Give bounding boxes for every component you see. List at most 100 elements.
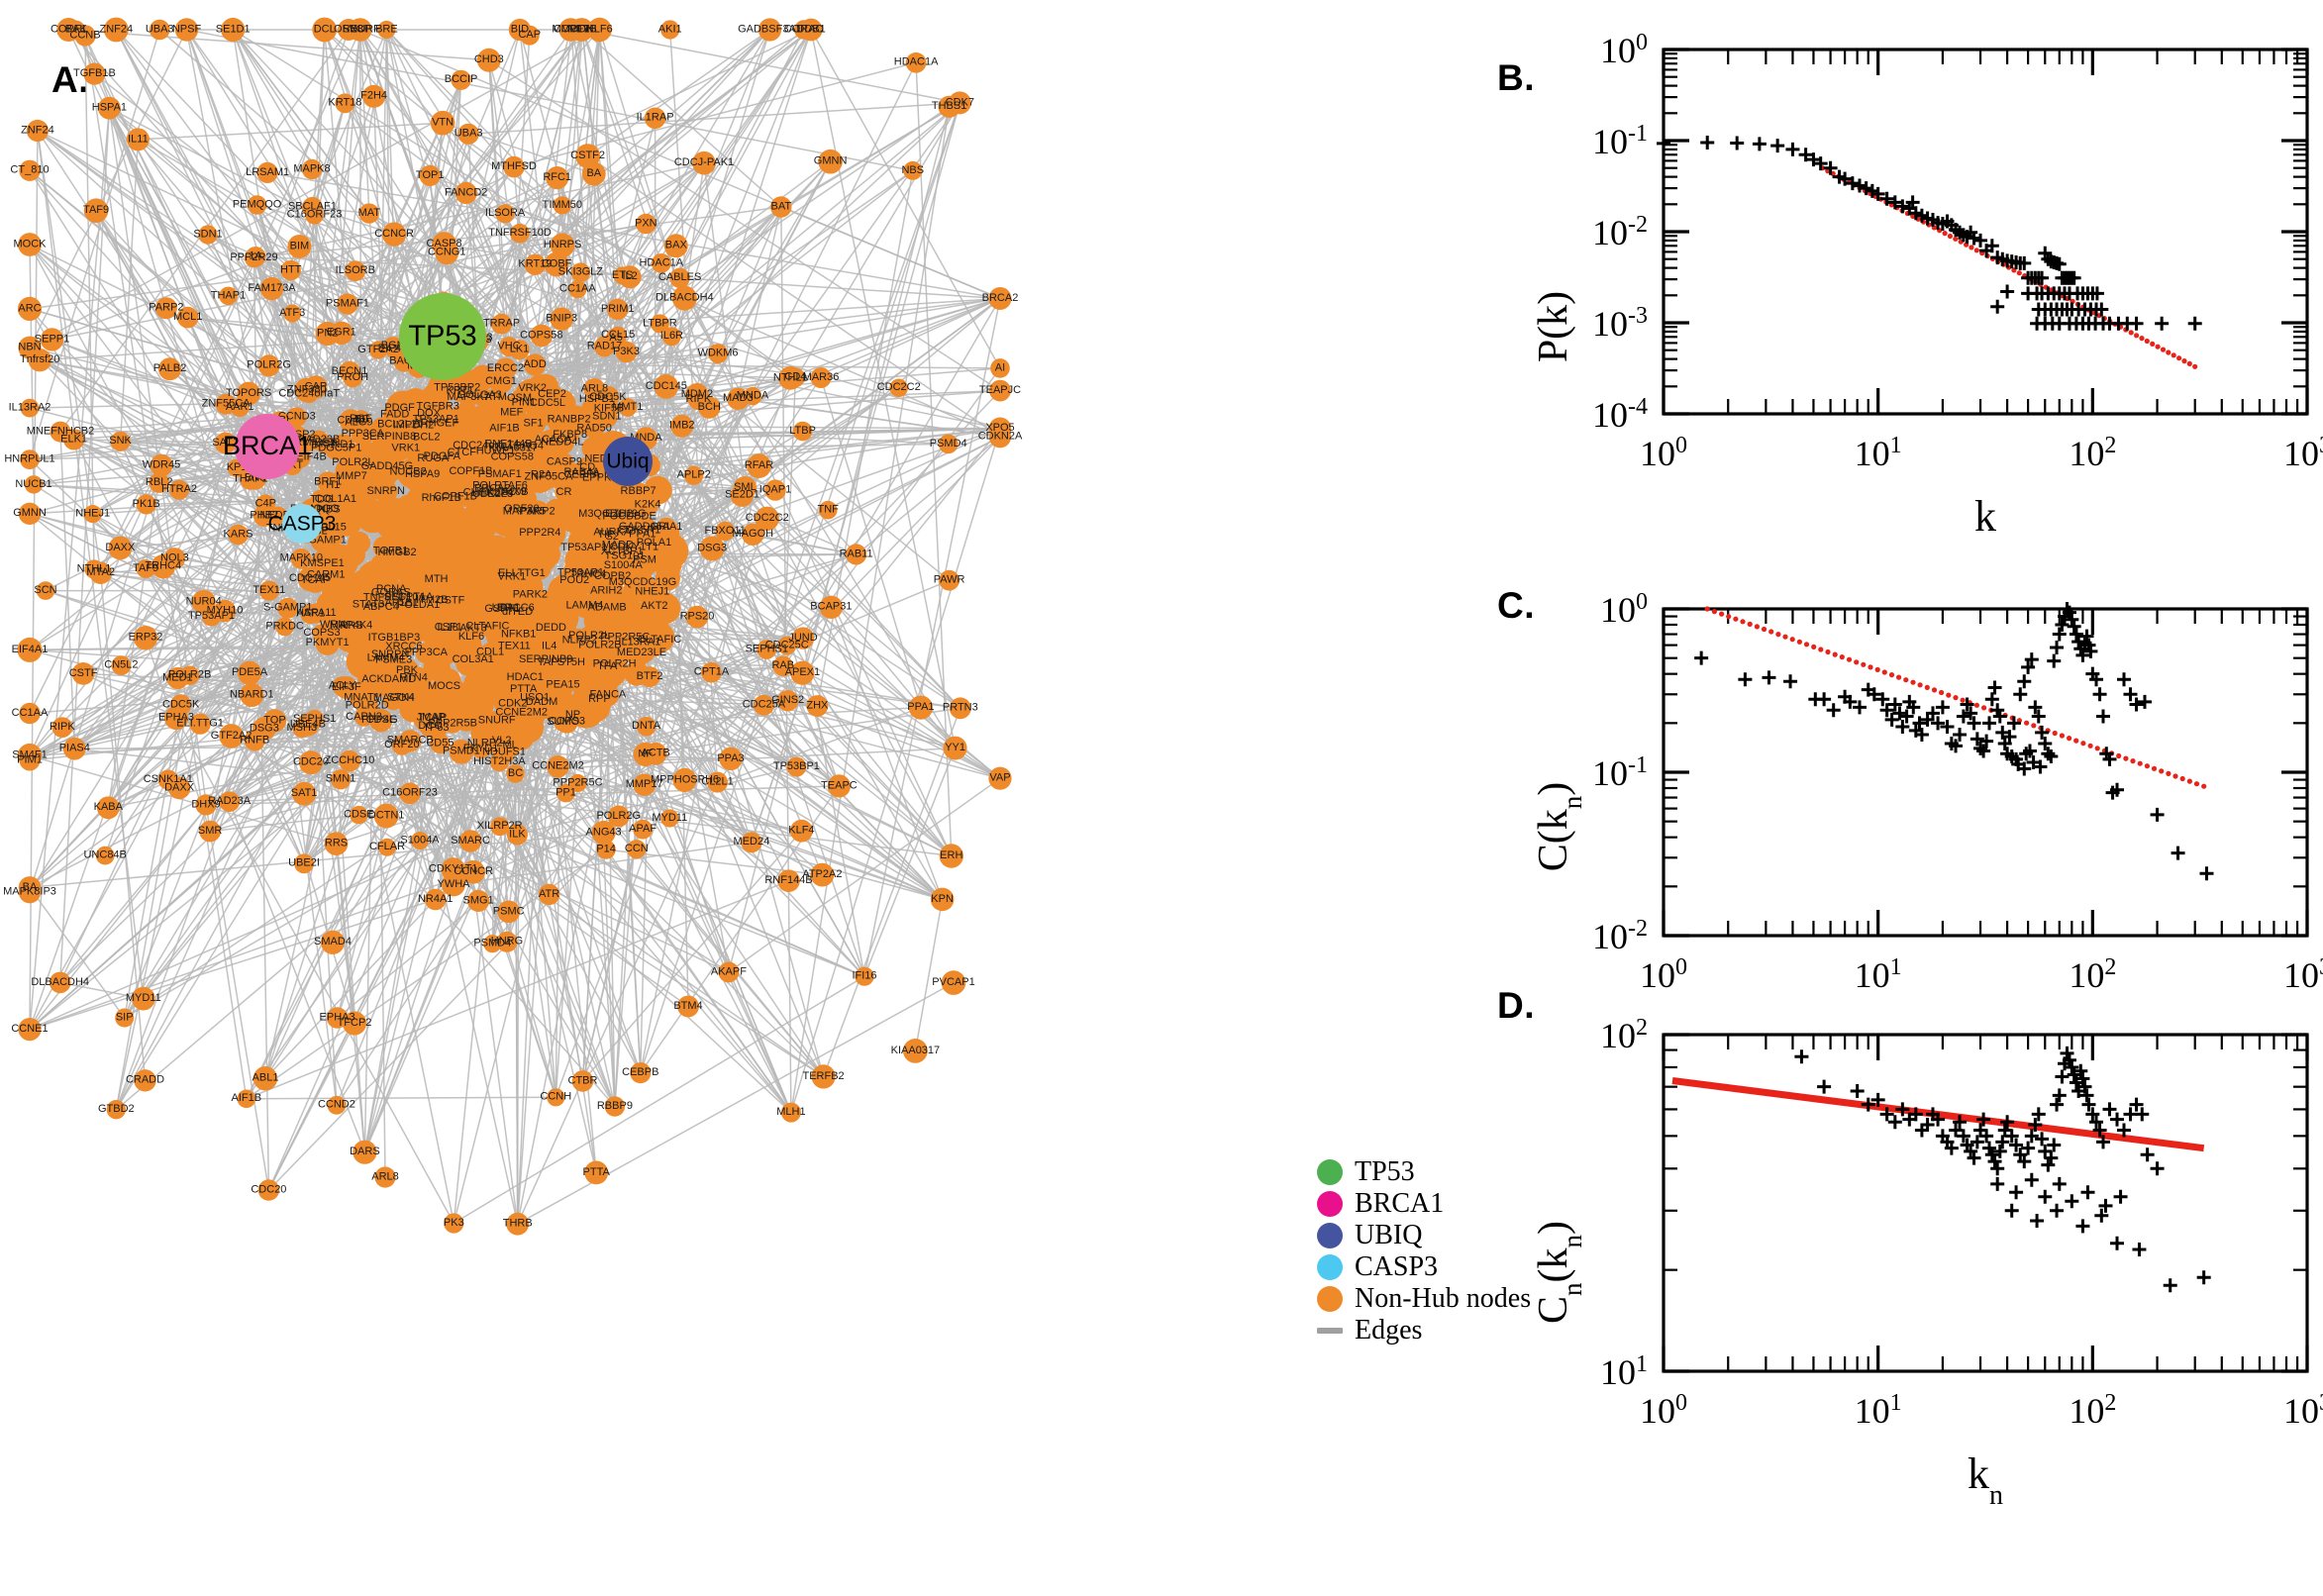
network-node[interactable] — [643, 595, 666, 618]
network-node[interactable] — [708, 344, 729, 364]
network-node[interactable] — [587, 17, 612, 43]
network-node[interactable] — [581, 161, 606, 186]
network-node[interactable] — [550, 233, 575, 257]
network-node[interactable] — [358, 203, 379, 224]
network-node[interactable] — [556, 783, 575, 803]
network-node[interactable] — [730, 483, 755, 507]
network-node[interactable] — [811, 1064, 836, 1089]
network-node[interactable] — [228, 524, 249, 546]
network-node[interactable] — [451, 69, 471, 90]
network-node[interactable] — [903, 1039, 928, 1063]
network-node[interactable] — [320, 930, 346, 954]
network-node[interactable] — [17, 296, 43, 321]
network-node[interactable] — [747, 453, 771, 478]
network-node[interactable] — [219, 286, 238, 306]
network-node[interactable] — [757, 640, 777, 659]
network-node[interactable] — [167, 776, 191, 800]
network-node[interactable] — [568, 280, 587, 299]
network-node[interactable] — [411, 832, 429, 849]
network-node[interactable] — [538, 883, 560, 906]
hub-node-brca1[interactable]: BRCA1 — [223, 414, 312, 479]
network-node[interactable] — [615, 628, 636, 648]
network-node[interactable] — [594, 595, 620, 621]
network-node[interactable] — [382, 222, 407, 247]
network-node[interactable] — [596, 406, 618, 429]
network-node[interactable] — [176, 306, 199, 329]
network-node[interactable] — [324, 437, 349, 460]
network-node[interactable] — [133, 626, 158, 650]
network-node[interactable] — [501, 567, 523, 588]
network-node[interactable] — [949, 697, 971, 720]
network-node[interactable] — [399, 730, 422, 752]
network-node[interactable] — [20, 449, 40, 469]
network-node[interactable] — [19, 702, 41, 725]
network-node[interactable] — [342, 1011, 367, 1036]
network-node[interactable] — [84, 559, 104, 579]
network-node[interactable] — [461, 627, 481, 648]
network-node[interactable] — [169, 479, 189, 500]
network-node[interactable] — [174, 18, 199, 42]
network-node[interactable] — [256, 161, 278, 183]
network-node[interactable] — [490, 817, 510, 837]
network-node[interactable] — [490, 730, 513, 752]
network-node[interactable] — [219, 724, 244, 748]
network-node[interactable] — [727, 387, 750, 410]
network-node[interactable] — [377, 20, 396, 40]
network-node[interactable] — [430, 110, 455, 136]
network-node[interactable] — [18, 502, 42, 525]
network-node[interactable] — [939, 569, 960, 591]
network-node[interactable] — [110, 431, 131, 451]
network-node[interactable] — [378, 838, 396, 856]
network-node[interactable] — [301, 158, 323, 180]
network-node[interactable] — [503, 694, 522, 714]
network-node[interactable] — [408, 595, 430, 617]
network-node[interactable] — [672, 767, 697, 793]
network-node[interactable] — [524, 253, 547, 275]
network-node[interactable] — [827, 774, 852, 798]
network-node[interactable] — [537, 465, 560, 489]
network-node[interactable] — [378, 644, 402, 667]
network-node[interactable] — [764, 479, 786, 501]
network-node[interactable] — [335, 93, 355, 114]
network-node[interactable] — [596, 840, 616, 859]
network-node[interactable] — [255, 494, 276, 514]
network-node[interactable] — [772, 655, 794, 677]
network-node[interactable] — [595, 655, 619, 679]
network-node[interactable] — [219, 791, 241, 812]
network-node[interactable] — [36, 581, 55, 600]
network-node[interactable] — [633, 773, 656, 796]
network-node[interactable] — [596, 683, 620, 707]
network-node[interactable] — [590, 636, 610, 655]
network-node[interactable] — [510, 223, 530, 244]
network-node[interactable] — [499, 337, 519, 357]
network-node[interactable] — [526, 500, 550, 524]
network-node[interactable] — [480, 643, 501, 663]
network-node[interactable] — [486, 710, 508, 732]
network-node[interactable] — [294, 853, 314, 874]
network-node[interactable] — [549, 650, 574, 675]
network-node[interactable] — [431, 446, 454, 468]
network-node[interactable] — [381, 542, 400, 561]
network-node[interactable] — [633, 819, 653, 840]
network-node[interactable] — [343, 367, 363, 388]
network-node[interactable] — [530, 324, 554, 348]
network-node[interactable] — [939, 844, 963, 868]
network-node[interactable] — [605, 533, 631, 558]
network-node[interactable] — [244, 249, 264, 268]
network-node[interactable] — [26, 119, 49, 143]
network-node[interactable] — [335, 676, 358, 699]
network-node[interactable] — [989, 379, 1011, 402]
network-node[interactable] — [353, 1140, 377, 1164]
network-node[interactable] — [506, 824, 528, 846]
network-node[interactable] — [296, 713, 320, 737]
network-node[interactable] — [199, 820, 222, 843]
network-node[interactable] — [49, 971, 71, 994]
network-node[interactable] — [524, 353, 547, 376]
network-node[interactable] — [644, 107, 666, 130]
network-node[interactable] — [656, 517, 676, 538]
network-node[interactable] — [544, 251, 569, 277]
network-node[interactable] — [358, 594, 378, 615]
network-node[interactable] — [938, 95, 960, 118]
network-node[interactable] — [506, 1212, 530, 1236]
network-node[interactable] — [503, 155, 525, 178]
